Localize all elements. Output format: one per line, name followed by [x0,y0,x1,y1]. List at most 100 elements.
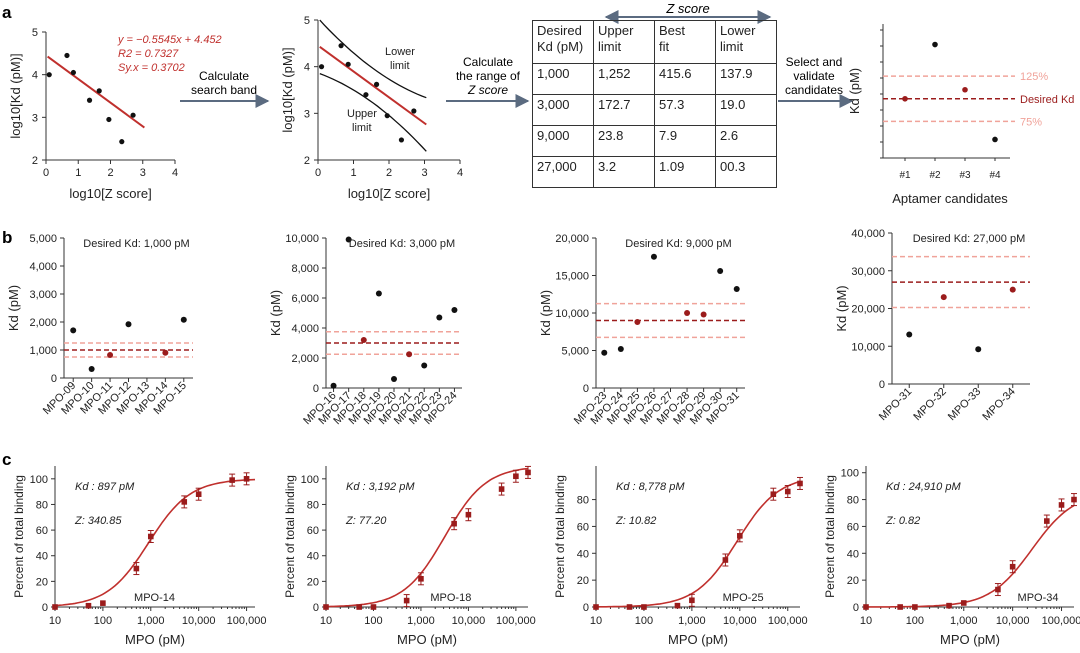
c4-z-label: Z: 0.82 [885,515,920,527]
a1-syx: Sy.x = 0.3702 [118,62,185,74]
b4-x-tick-label: MPO-31 [877,386,914,423]
b2-y-label: Kd (pM) [268,290,283,336]
a1-x-label: log10[Z score] [69,186,151,201]
c4-y-tick-label: 0 [853,602,859,614]
a1-point [46,72,52,78]
c3-x-label: MPO (pM) [668,632,728,647]
c1-z-label: Z: 340.85 [74,515,122,527]
b4-y-tick-label: 10,000 [851,341,885,353]
c2-point [403,597,410,604]
c3-point [784,488,791,495]
a1-point [70,69,77,76]
c4-point [1071,496,1077,503]
c2-y-tick-label: 0 [313,602,319,614]
b4-y-tick-label: 30,000 [851,266,885,278]
table-cell: 27,000 [532,156,594,188]
b1-point [180,316,187,323]
c2-point [451,520,457,527]
b3-point [634,319,641,325]
table-cell: 415.6 [654,63,716,95]
c4-x-tick-label: 10 [860,615,872,627]
c1-point [85,602,92,609]
a2-x-tick-label: 1 [350,167,356,179]
a2-upper-label-1: Upper [347,108,377,120]
c1-point [52,604,58,610]
c4-x-tick-label: 10,000 [996,615,1030,627]
b2-y-tick-label: 10,000 [285,233,319,245]
a2-point [345,61,351,67]
a1-fit-line [47,55,145,129]
c3-point [770,491,777,497]
c3-point [737,533,743,539]
a1-point [119,139,125,145]
a1-x-tick-label: 1 [75,167,81,179]
c1-point [243,476,250,482]
table-row: 27,000 3.2 1.09 00.3 [532,156,777,188]
b2-y-tick-label: 6,000 [291,293,319,305]
c1-x-tick-label: 100,000 [227,615,267,627]
c3-point [797,480,803,487]
a3-point [902,95,908,102]
table-cell: 57.3 [654,94,716,126]
b3-point [684,310,691,316]
table-row: 1,000 1,252 415.6 137.9 [532,63,777,95]
c1-point [181,499,188,505]
panel-label-b: b [2,228,12,247]
c2-x-tick-label: 10,000 [452,615,486,627]
c1-x-label: MPO (pM) [125,632,185,647]
a2-y-tick-label: 2 [304,155,310,167]
c1-kd-label: Kd : 897 pM [75,481,135,493]
a2-point [398,137,405,143]
a2-lower-band [319,72,427,152]
c3-point [593,604,599,610]
b4-y-label: Kd (pM) [834,285,849,331]
b2-point [451,307,458,313]
table-cell: 7.9 [654,125,716,157]
flow-step3-line3: candidates [785,83,843,97]
c1-y-tick-label: 60 [36,525,48,537]
table-cell: 23.8 [593,125,655,157]
table-cell: 1.09 [654,156,716,188]
table-row: 9,000 23.8 7.9 2.6 [532,125,777,157]
b4-y-tick-label: 20,000 [851,304,885,316]
a3-lower-label: 75% [1020,116,1042,128]
a1-point [106,116,112,123]
c1-y-tick-label: 0 [42,602,48,614]
a3-upper-label: 125% [1020,71,1048,83]
header-upper: Upper limit [593,20,655,64]
b4-point [1009,286,1016,293]
c4-y-tick-label: 60 [847,521,859,533]
a1-point [130,112,136,118]
c1-y-label: Percent of total binding [12,475,26,598]
b2-title: Desired Kd: 3,000 pM [349,238,455,250]
c3-y-tick-label: 0 [583,602,589,614]
b3-point [733,286,740,292]
a2-x-tick-label: 0 [315,167,321,179]
flow-step1-line1: Calculate [199,69,249,83]
c1-point [195,491,202,497]
c3-x-tick-label: 100,000 [768,615,808,627]
c2-x-tick-label: 1,000 [407,615,435,627]
flow-step3-line2: validate [793,69,835,83]
c1-fit-curve [54,478,256,607]
a3-x-tick-label: #4 [989,170,1001,181]
b1-y-tick-label: 4,000 [29,261,57,273]
c2-y-tick-label: 100 [301,474,319,486]
a2-y-label: log10[Kd (pM)] [280,47,295,132]
b3-y-tick-label: 0 [583,383,589,395]
flow-step1-line2: search band [191,83,257,97]
c3-point [689,597,695,604]
c4-x-tick-label: 1,000 [950,615,978,627]
c4-point [1044,518,1050,524]
b3-point [617,346,624,352]
c2-y-tick-label: 20 [307,576,319,588]
c1-y-tick-label: 20 [36,576,48,588]
c2-z-label: Z: 77.20 [345,515,387,527]
a2-x-tick-label: 4 [457,167,463,179]
c4-aptamer-label: MPO-34 [1018,592,1059,604]
b3-y-tick-label: 10,000 [555,308,589,320]
c1-x-tick-label: 1,000 [137,615,165,627]
b4-x-tick-label: MPO-33 [946,386,983,423]
b4-point [975,346,982,353]
a2-x-tick-label: 2 [386,167,392,179]
